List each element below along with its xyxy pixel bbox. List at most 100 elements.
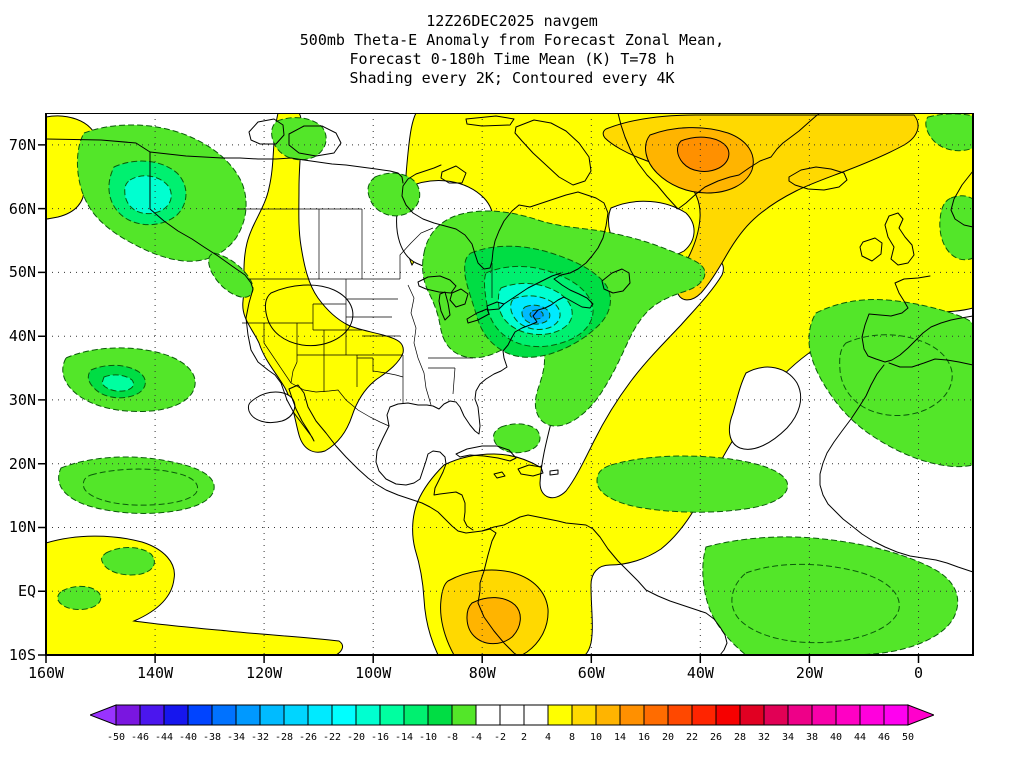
contour-ring-south-atlantic [731, 563, 900, 644]
colorbar-tick-label: 46 [878, 732, 890, 743]
colorbar-segment [859, 704, 885, 726]
map-canvas [38, 113, 974, 663]
colorbar-segment [283, 704, 309, 726]
carve-white-canaries [728, 366, 802, 450]
lat-tick-label: 20N [8, 454, 36, 473]
lat-tick-label: 50N [8, 263, 36, 282]
lon-tick-label: 40W [686, 664, 714, 682]
border-us-states-south [356, 355, 404, 403]
shading-aqua-pacific-30n [101, 374, 135, 392]
border-us-states-west [242, 279, 403, 392]
colorbar-segment [643, 704, 669, 726]
coast-hispaniola [517, 464, 544, 477]
coast-victoria-island [288, 125, 342, 157]
shading-aqua-alaska-core [124, 175, 172, 215]
lon-tick-label: 60W [577, 664, 605, 682]
colorbar-tick-label: -26 [299, 732, 317, 743]
colorbar-segment [259, 704, 285, 726]
coast-cuba [455, 445, 517, 462]
colorbar-segment [331, 704, 357, 726]
colorbar-tick-label: -28 [275, 732, 293, 743]
coast-west-africa [819, 364, 974, 573]
colorbar-tick-label: 10 [590, 732, 602, 743]
colorbar-tick-label: 2 [521, 732, 527, 743]
colorbar-segment [715, 704, 741, 726]
colorbar-segment [115, 704, 141, 726]
graticule-layer [46, 113, 973, 655]
coast-mexico-pacific [288, 384, 518, 656]
chart-title-line1: 12Z26DEC2025 navgem [426, 12, 598, 30]
colorbar-tick-label: -22 [323, 732, 341, 743]
colorbar-tick-label: -4 [470, 732, 482, 743]
colorbar-segment [403, 704, 429, 726]
colorbar-segment [475, 704, 501, 726]
colorbar: -50 -46 -44 -40 -38 -34 -32 -28 -26 -22 -20 -16 -14-… [88, 702, 936, 748]
lon-tick-label: 120W [246, 664, 283, 682]
coast-great-britain [884, 212, 915, 266]
shading-negative-layer [57, 113, 974, 656]
colorbar-segment [499, 704, 525, 726]
lon-tick-label: 20W [795, 664, 823, 682]
lat-tick-label: 70N [8, 135, 36, 154]
colorbar-tick-label: 38 [806, 732, 818, 743]
colorbar-tick-label: -20 [347, 732, 365, 743]
colorbar-tick-label: -14 [395, 732, 413, 743]
chart-title-line3: Forecast 0-180h Time Mean (K) T=78 h [349, 50, 675, 68]
lon-tick-label: 0 [913, 664, 923, 682]
colorbar-tick-label: -46 [131, 732, 149, 743]
colorbar-segment [739, 704, 765, 726]
colorbar-tick-label: 22 [686, 732, 698, 743]
lat-tick-label: 10S [8, 646, 36, 664]
colorbar-segment [187, 704, 213, 726]
coast-north-africa-med [888, 358, 974, 368]
coast-mexico-gulf-yucatan [375, 425, 474, 531]
shading-orange2-peru [466, 597, 521, 645]
colorbar-segment [211, 704, 237, 726]
lat-tick-label: 40N [8, 327, 36, 346]
border-manitoba-ontario [399, 227, 434, 279]
map-frame [45, 113, 974, 656]
chart-title-block: 12Z26DEC2025 navgem 500mb Theta-E Anomal… [0, 12, 1024, 88]
colorbar-tick-label: -38 [203, 732, 221, 743]
shading-green-pacific-15n [58, 456, 215, 514]
colorbar-tick-label: -16 [371, 732, 389, 743]
coast-southampton-island [440, 165, 467, 184]
colorbar-svg: -50 -46 -44 -40 -38 -34 -32 -28 -26 -22 -20 -16 -14-… [88, 704, 936, 743]
colorbar-tick-label: 26 [710, 732, 722, 743]
colorbar-segment [163, 704, 189, 726]
axis-ticks [38, 144, 920, 663]
coastlines-layer [45, 113, 974, 656]
colorbar-segment [811, 704, 837, 726]
colorbar-left-arrow [88, 704, 117, 726]
shading-green-banks-island [271, 117, 327, 161]
colorbar-right-arrow [907, 704, 936, 726]
colorbar-tick-label: -2 [494, 732, 506, 743]
colorbar-segment [139, 704, 165, 726]
colorbar-segment [307, 704, 333, 726]
border-us-mexico [290, 382, 390, 427]
colorbar-segment [835, 704, 861, 726]
colorbar-tick-label: -40 [179, 732, 197, 743]
chart-title-line4: Shading every 2K; Contoured every 4K [349, 69, 675, 87]
coast-newfoundland [601, 268, 631, 294]
coast-norway [950, 170, 974, 228]
lake-huron [449, 288, 469, 308]
colorbar-segment [619, 704, 645, 726]
lake-michigan [438, 291, 451, 321]
colorbar-tick-label: 34 [782, 732, 794, 743]
shading-green-ne-corner [925, 113, 974, 152]
colorbar-segment [235, 704, 261, 726]
shading-orange3-core [677, 136, 730, 172]
lon-ticks [45, 655, 920, 663]
colorbar-tick-label: 50 [902, 732, 914, 743]
coast-france-iberia [861, 275, 974, 363]
coast-devon-island [465, 115, 515, 127]
coast-puerto-rico [549, 469, 559, 476]
shading-green-north-sea [939, 195, 974, 261]
lake-ontario [486, 301, 505, 311]
colorbar-tick-label: 14 [614, 732, 626, 743]
coast-hudson-bay [401, 164, 579, 270]
carve-white-southwest-us [247, 391, 296, 424]
coast-ireland [859, 237, 883, 262]
